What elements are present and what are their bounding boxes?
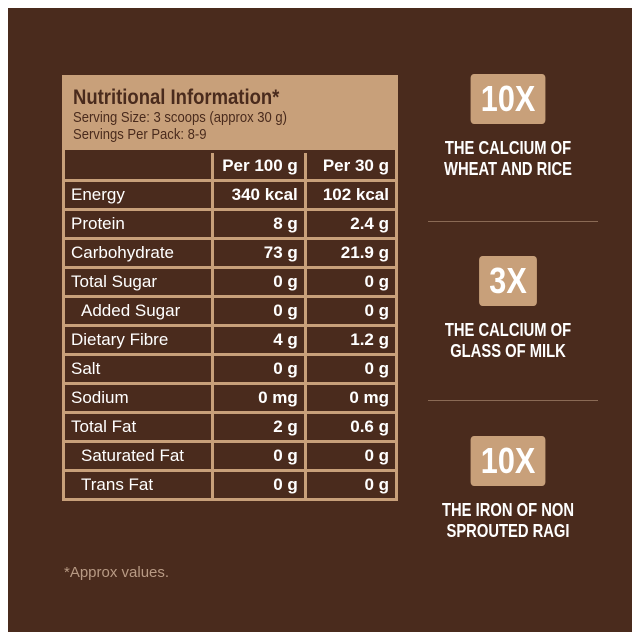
value-cell: 8 g xyxy=(211,208,307,240)
label-cell: Energy xyxy=(65,179,215,211)
highlight: 10X THE IRON OF NON SPROUTED RAGI xyxy=(413,436,603,542)
table-row: Carbohydrate 73 g 21.9 g xyxy=(65,237,395,269)
badge: 10X xyxy=(470,436,546,486)
value-cell: 0 g xyxy=(211,469,307,498)
highlight: 10X THE CALCIUM OF WHEAT AND RICE xyxy=(413,74,603,180)
value-cell: 0 g xyxy=(303,266,395,298)
value-cell: 0 g xyxy=(211,266,307,298)
badge: 10X xyxy=(470,74,546,124)
label-cell: Trans Fat xyxy=(65,469,215,498)
table-row: Sodium 0 mg 0 mg xyxy=(65,382,395,414)
label-cell: Sodium xyxy=(65,382,215,414)
label-cell: Added Sugar xyxy=(65,295,215,327)
column-header: Per 100 g xyxy=(211,153,307,182)
value-cell: 1.2 g xyxy=(303,324,395,356)
value-cell: 73 g xyxy=(211,237,307,269)
panel: Nutritional Information* Serving Size: 3… xyxy=(8,8,632,632)
value-cell: 4 g xyxy=(211,324,307,356)
highlight-text: SPROUTED RAGI xyxy=(446,521,570,541)
cell xyxy=(65,153,215,182)
value-cell: 0.6 g xyxy=(303,411,395,443)
value-cell: 102 kcal xyxy=(303,179,395,211)
badge: 3X xyxy=(479,256,537,306)
label-cell: Salt xyxy=(65,353,215,385)
label-cell: Total Fat xyxy=(65,411,215,443)
label-cell: Dietary Fibre xyxy=(65,324,215,356)
value-cell: 21.9 g xyxy=(303,237,395,269)
table-row: Dietary Fibre 4 g 1.2 g xyxy=(65,324,395,356)
highlight-text: THE CALCIUM OF xyxy=(444,320,572,340)
serving-size: Serving Size: 3 scoops (approx 30 g) xyxy=(73,110,287,126)
label-cell: Saturated Fat xyxy=(65,440,215,472)
label-cell: Carbohydrate xyxy=(65,237,215,269)
highlight-text: THE CALCIUM OF xyxy=(444,138,572,158)
highlight-text: GLASS OF MILK xyxy=(450,341,566,361)
divider xyxy=(428,400,598,401)
column-header: Per 30 g xyxy=(303,153,395,182)
panel-header: Nutritional Information* Serving Size: 3… xyxy=(65,78,395,150)
value-cell: 340 kcal xyxy=(211,179,307,211)
divider xyxy=(428,221,598,222)
value-cell: 0 g xyxy=(211,295,307,327)
footnote: *Approx values. xyxy=(64,564,170,581)
value-cell: 2 g xyxy=(211,411,307,443)
value-cell: 0 g xyxy=(303,440,395,472)
spacer xyxy=(413,486,603,500)
nutrition-table: Per 100 g Per 30 g Energy 340 kcal 102 kcal P… xyxy=(65,153,395,498)
table-row: Protein 8 g 2.4 g xyxy=(65,208,395,240)
spacer xyxy=(413,124,603,138)
value-cell: 0 g xyxy=(303,469,395,498)
servings-per-pack: Servings Per Pack: 8-9 xyxy=(73,127,207,143)
value-cell: 2.4 g xyxy=(303,208,395,240)
value-cell: 0 g xyxy=(303,353,395,385)
highlight-text: THE IRON OF NON xyxy=(441,500,575,520)
label-cell: Protein xyxy=(65,208,215,240)
highlight: 3X THE CALCIUM OF GLASS OF MILK xyxy=(413,256,603,362)
table-row: Total Fat 2 g 0.6 g xyxy=(65,411,395,443)
value-cell: 0 g xyxy=(211,353,307,385)
value-cell: 0 g xyxy=(303,295,395,327)
value-cell: 0 g xyxy=(211,440,307,472)
header-row: Per 100 g Per 30 g xyxy=(65,153,395,182)
nutrition-panel: Nutritional Information* Serving Size: 3… xyxy=(62,75,398,501)
table-row: Energy 340 kcal 102 kcal xyxy=(65,179,395,211)
title: Nutritional Information* xyxy=(73,86,280,109)
value-cell: 0 mg xyxy=(303,382,395,414)
spacer xyxy=(413,306,603,320)
label-cell: Total Sugar xyxy=(65,266,215,298)
value-cell: 0 mg xyxy=(211,382,307,414)
highlight-text: WHEAT AND RICE xyxy=(444,159,572,179)
